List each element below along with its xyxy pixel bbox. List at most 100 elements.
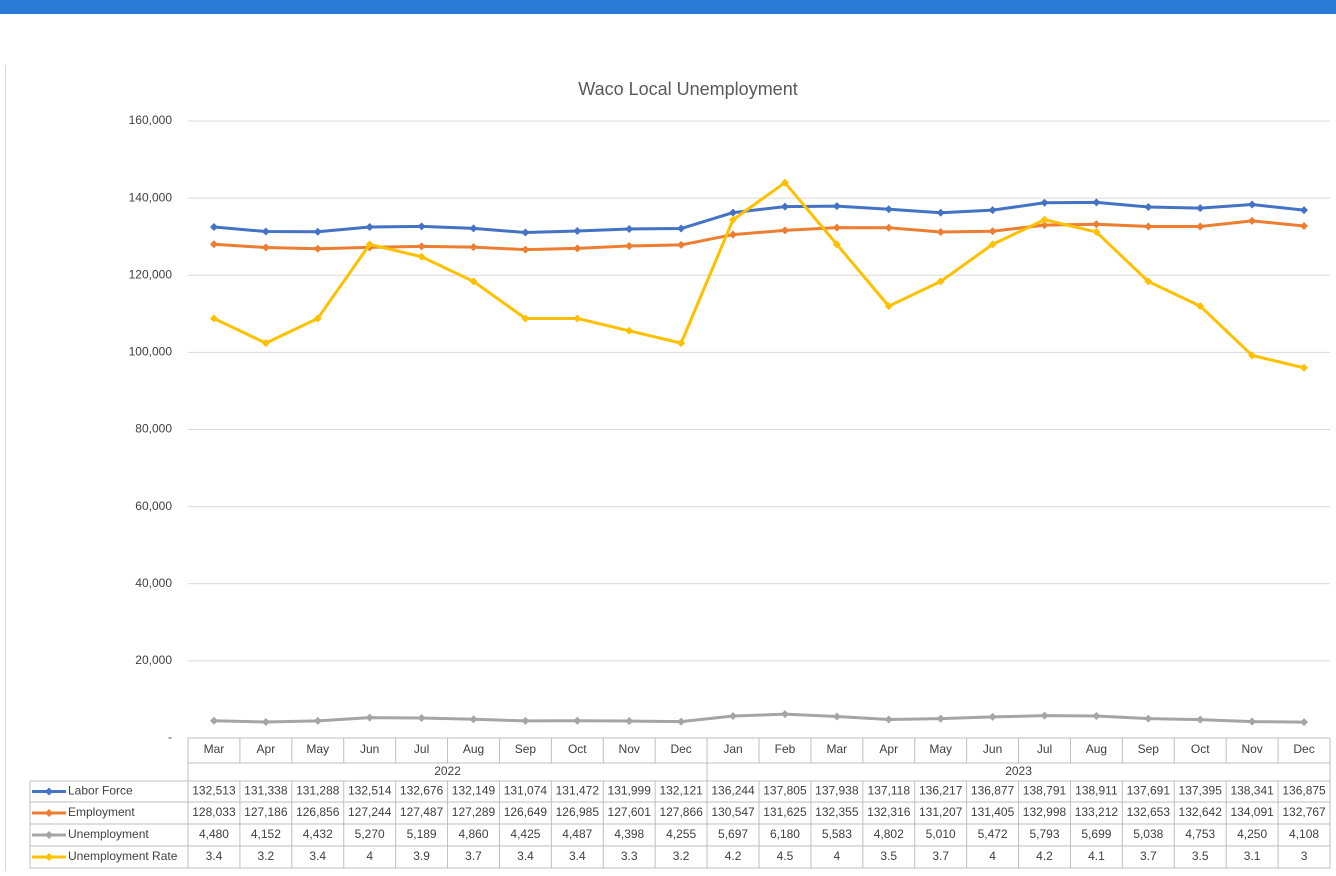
x-tick-label: Apr <box>879 742 898 756</box>
marker <box>573 314 582 323</box>
marker <box>1040 215 1049 224</box>
table-cell: 127,866 <box>659 805 703 819</box>
table-cell: 4,753 <box>1185 827 1215 841</box>
table-cell: 137,691 <box>1127 784 1171 798</box>
marker <box>1248 351 1257 360</box>
marker <box>313 314 322 323</box>
marker <box>884 205 893 214</box>
table-cell: 3.2 <box>258 849 275 863</box>
marker <box>1196 302 1205 311</box>
marker <box>936 208 945 217</box>
table-cell: 4,425 <box>510 827 540 841</box>
marker <box>1144 222 1153 231</box>
marker <box>261 717 270 726</box>
marker <box>780 178 789 187</box>
table-cell: 131,338 <box>244 784 288 798</box>
table-cell: 5,583 <box>822 827 852 841</box>
table-cell: 133,212 <box>1075 805 1119 819</box>
series-line <box>213 219 1305 252</box>
table-cell: 136,877 <box>971 784 1015 798</box>
y-tick-label: 120,000 <box>129 267 173 281</box>
table-cell: 126,649 <box>504 805 548 819</box>
table-cell: 127,601 <box>608 805 652 819</box>
marker <box>1040 198 1049 207</box>
y-tick-label: 140,000 <box>129 190 173 204</box>
marker <box>832 240 841 249</box>
marker <box>365 222 374 231</box>
marker <box>1248 717 1257 726</box>
x-tick-label: Jul <box>1037 742 1052 756</box>
table-cell: 132,514 <box>348 784 392 798</box>
marker <box>209 222 218 231</box>
table-cell: 127,289 <box>452 805 496 819</box>
y-tick-label: 100,000 <box>129 345 173 359</box>
x-tick-label: Sep <box>515 742 537 756</box>
table-cell: 132,653 <box>1127 805 1171 819</box>
table-cell: 5,793 <box>1029 827 1059 841</box>
marker <box>988 240 997 249</box>
marker <box>988 712 997 721</box>
marker <box>1144 277 1153 286</box>
table-cell: 4.2 <box>725 849 742 863</box>
marker <box>261 243 270 252</box>
table-cell: 3.5 <box>1192 849 1209 863</box>
marker <box>469 277 478 286</box>
marker <box>677 240 686 249</box>
marker <box>417 713 426 722</box>
table-cell: 3 <box>1301 849 1308 863</box>
table-cell: 136,875 <box>1282 784 1326 798</box>
marker <box>1040 221 1049 230</box>
legend-label: Labor Force <box>68 784 133 798</box>
table-cell: 131,625 <box>763 805 807 819</box>
table-cell: 4,802 <box>874 827 904 841</box>
table-cell: 4,480 <box>199 827 229 841</box>
x-tick-label: May <box>306 742 329 756</box>
marker <box>936 277 945 286</box>
marker <box>1196 222 1205 231</box>
x-tick-label: Jun <box>360 742 379 756</box>
marker <box>936 714 945 723</box>
legend-marker <box>45 787 53 796</box>
marker <box>1300 363 1309 372</box>
legend-marker <box>45 853 53 861</box>
legend-marker <box>45 809 53 817</box>
table-cell: 3.4 <box>569 849 586 863</box>
y-tick-label: - <box>168 730 172 744</box>
table-cell: 4 <box>989 849 996 863</box>
group-label: 2023 <box>1005 764 1032 778</box>
table-cell: 3.9 <box>413 849 430 863</box>
marker <box>1144 203 1153 212</box>
marker <box>625 241 634 250</box>
table-cell: 3.1 <box>1244 849 1261 863</box>
top-bar <box>0 0 1336 14</box>
x-tick-label: Oct <box>568 742 587 756</box>
marker <box>521 228 530 237</box>
x-tick-label: Aug <box>1086 742 1107 756</box>
marker <box>417 242 426 251</box>
marker <box>780 226 789 235</box>
marker <box>936 228 945 237</box>
table-cell: 5,038 <box>1133 827 1163 841</box>
marker <box>1196 715 1205 724</box>
marker <box>573 716 582 725</box>
x-tick-label: Dec <box>670 742 691 756</box>
table-cell: 131,288 <box>296 784 340 798</box>
marker <box>417 252 426 261</box>
table-cell: 132,767 <box>1282 805 1326 819</box>
table-cell: 126,985 <box>556 805 600 819</box>
series-line <box>213 712 1305 724</box>
marker <box>573 244 582 253</box>
y-tick-label: 80,000 <box>135 422 172 436</box>
series-line <box>213 181 1305 370</box>
x-tick-label: Nov <box>619 742 640 756</box>
table-cell: 132,121 <box>659 784 703 798</box>
table-cell: 4,432 <box>303 827 333 841</box>
table-cell: 127,487 <box>400 805 444 819</box>
marker <box>313 716 322 725</box>
x-tick-label: Oct <box>1191 742 1210 756</box>
marker <box>469 224 478 233</box>
table-cell: 134,091 <box>1230 805 1274 819</box>
table-cell: 137,938 <box>815 784 859 798</box>
marker <box>729 712 738 721</box>
